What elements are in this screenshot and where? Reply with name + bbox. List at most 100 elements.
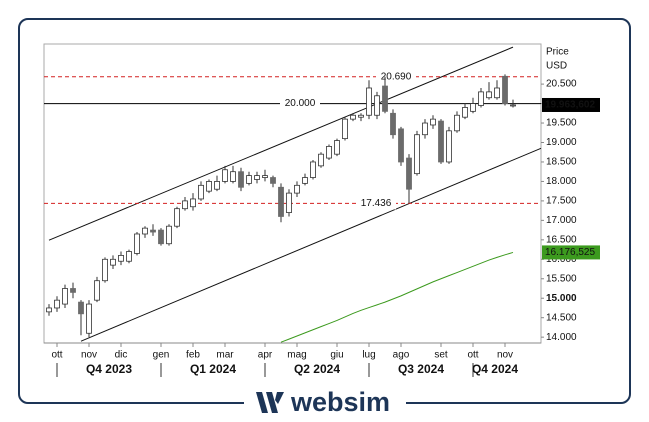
trendline xyxy=(80,147,542,342)
quarter-label: Q2 2024 xyxy=(294,362,340,376)
x-tick-label: giu xyxy=(330,350,343,361)
x-tick-label: nov xyxy=(81,350,97,361)
candle-body xyxy=(502,75,508,104)
candle-body xyxy=(366,87,372,116)
candle-body xyxy=(158,229,164,245)
candle-body xyxy=(150,229,156,233)
ma-price-label: 16.176,525 xyxy=(545,247,595,258)
trendline xyxy=(48,46,514,241)
brand: websim xyxy=(290,387,390,417)
candle-body xyxy=(342,118,348,140)
candle-body xyxy=(262,175,268,178)
candle-body xyxy=(142,227,148,235)
last-price-box xyxy=(542,97,600,112)
candle-body xyxy=(302,177,308,184)
candle-body xyxy=(70,288,76,293)
candle-body xyxy=(454,114,460,132)
x-tick-label: gen xyxy=(153,350,170,361)
y-tick-label: 15.500 xyxy=(546,273,577,284)
candle-body xyxy=(182,200,188,210)
x-tick-label: apr xyxy=(258,350,273,361)
candle-body xyxy=(238,171,244,188)
candle-body xyxy=(414,134,420,175)
quarter-label: Q4 2023 xyxy=(86,362,132,376)
candle-body xyxy=(294,184,300,194)
y-tick-label: 15.000 xyxy=(546,293,577,304)
y-tick-label: 17.000 xyxy=(546,215,577,226)
x-tick-label: ott xyxy=(51,350,62,361)
y-tick-label: 14.000 xyxy=(546,332,577,343)
candle-body xyxy=(478,91,484,106)
quarter-label: Q4 2024 xyxy=(472,362,518,376)
candle-body xyxy=(246,175,252,184)
ma-price-box xyxy=(542,245,600,260)
candle-body xyxy=(286,192,292,213)
candle-body xyxy=(214,181,220,190)
level-label: 20.690 xyxy=(381,71,412,82)
candle-body xyxy=(430,118,436,126)
x-tick-label: ago xyxy=(393,350,410,361)
candle-body xyxy=(206,181,212,192)
candle-body xyxy=(382,85,388,112)
x-tick-label: nov xyxy=(497,350,513,361)
candle-body xyxy=(510,104,516,107)
candle-body xyxy=(190,198,196,208)
y-tick-label: 16.000 xyxy=(546,254,577,265)
candle-body xyxy=(270,177,276,184)
x-tick-label: mag xyxy=(287,350,306,361)
candle-body xyxy=(470,103,476,112)
last-price-label: 19.963,602 xyxy=(545,100,595,111)
level-label-bg xyxy=(280,97,320,110)
candle-body xyxy=(110,258,116,266)
x-tick-label: ott xyxy=(467,350,478,361)
candle-body xyxy=(374,95,380,116)
candle-body xyxy=(406,157,412,190)
candle-body xyxy=(318,153,324,167)
candle-body xyxy=(198,184,204,200)
candle-body xyxy=(86,303,92,334)
quarter-label: Q3 2024 xyxy=(398,362,444,376)
y-tick-label: 20.500 xyxy=(546,79,577,90)
candle-body xyxy=(78,301,84,315)
x-tick-label: lug xyxy=(362,350,375,361)
level-label-bg xyxy=(356,197,396,210)
candle-body xyxy=(398,128,404,163)
level-label: 20.000 xyxy=(285,98,316,109)
candle-body xyxy=(94,280,100,301)
y-tick-label: 19.500 xyxy=(546,118,577,129)
candle-body xyxy=(326,145,332,159)
x-tick-label: dic xyxy=(115,350,128,361)
candle-body xyxy=(278,186,284,217)
candle-body xyxy=(230,171,236,182)
candle-body xyxy=(462,107,468,118)
candle-body xyxy=(334,140,340,155)
logo-icon xyxy=(256,392,284,413)
plot-area xyxy=(43,43,542,344)
candle-body xyxy=(486,91,492,99)
candle-body xyxy=(310,161,316,178)
x-tick-label: set xyxy=(434,350,448,361)
moving-average xyxy=(280,251,514,343)
currency: USD xyxy=(546,61,567,72)
candle-body xyxy=(350,114,356,120)
y-tick-label: 14.500 xyxy=(546,312,577,323)
candle-body xyxy=(446,130,452,163)
x-tick-label: feb xyxy=(186,350,200,361)
y-tick-label: 16.500 xyxy=(546,234,577,245)
quarter-label: Q1 2024 xyxy=(190,362,236,376)
candle-body xyxy=(46,307,52,313)
y-tick-label: 17.500 xyxy=(546,196,577,207)
y-tick-label: 18.500 xyxy=(546,157,577,168)
candle-body xyxy=(390,112,396,136)
y-tick-label: 18.000 xyxy=(546,176,577,187)
candle-body xyxy=(126,251,132,262)
candle-body xyxy=(174,208,180,227)
price-header: Price xyxy=(546,47,569,58)
candle-body xyxy=(134,233,140,254)
x-tick-label: mar xyxy=(216,350,234,361)
level-label-bg xyxy=(376,70,416,83)
y-tick-label: 19.000 xyxy=(546,137,577,148)
level-label: 17.436 xyxy=(361,198,392,209)
candle-body xyxy=(422,122,428,136)
